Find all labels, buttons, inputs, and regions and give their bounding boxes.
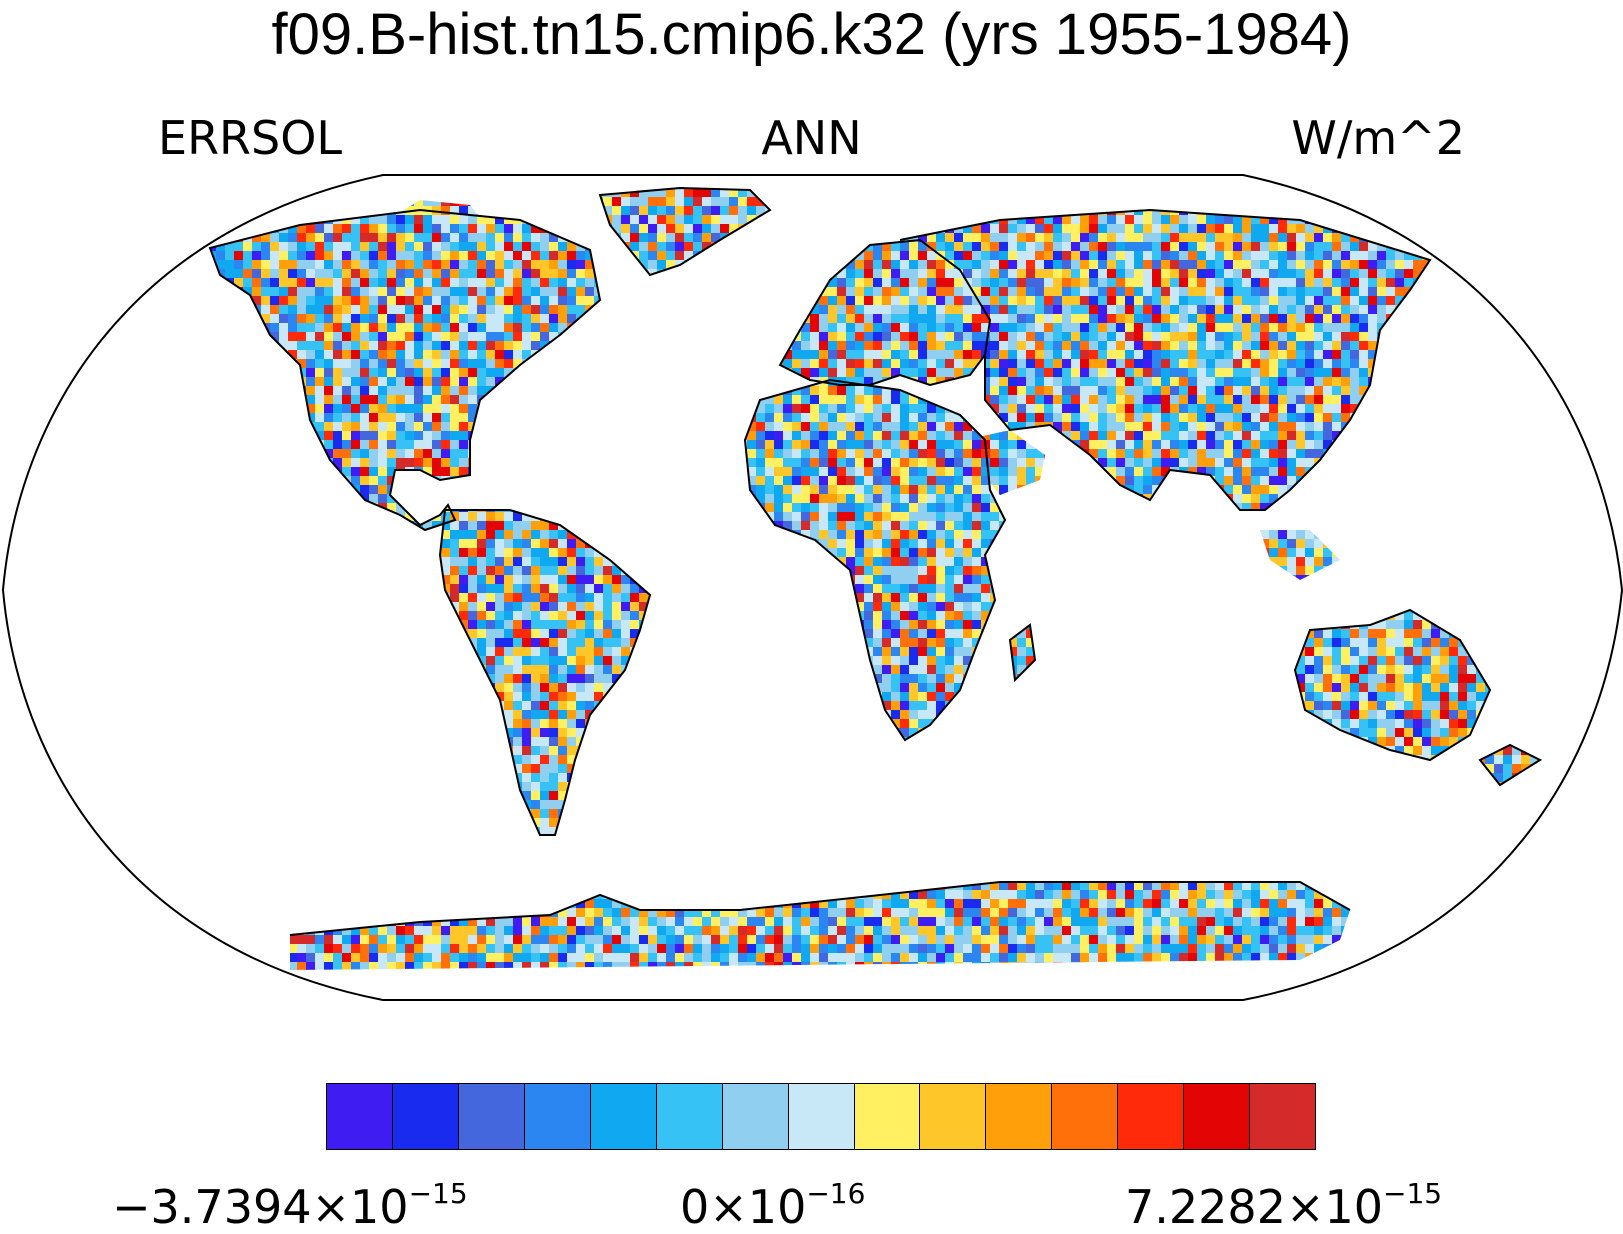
errsol-field	[210, 188, 1540, 970]
units-label: W/m^2	[1291, 111, 1465, 165]
colorbar-segment	[590, 1084, 657, 1149]
coastlines	[208, 186, 1543, 936]
colorbar-segment	[920, 1084, 987, 1149]
variable-label: ERRSOL	[158, 111, 343, 165]
plot-title: f09.B-hist.tn15.cmip6.k32 (yrs 1955-1984…	[271, 2, 1352, 67]
colorbar-segment	[524, 1084, 591, 1149]
colorbar-segment	[1250, 1084, 1316, 1149]
colorbar-segment	[788, 1084, 855, 1149]
colorbar-label-min: −3.7394×10−15	[112, 1177, 468, 1234]
colorbar-segment	[392, 1084, 459, 1149]
colorbar-segment	[1118, 1084, 1185, 1149]
colorbar-segment	[327, 1084, 393, 1149]
colorbar-label-mid: 0×10−16	[680, 1177, 866, 1234]
colorbar-segment	[986, 1084, 1053, 1149]
colorbar	[326, 1083, 1316, 1150]
colorbar-label-max: 7.2282×10−15	[1125, 1177, 1443, 1234]
colorbar-segment	[854, 1084, 921, 1149]
season-label: ANN	[761, 111, 862, 165]
globe-outline	[1, 174, 1623, 1001]
colorbar-segment	[656, 1084, 723, 1149]
colorbar-segment	[722, 1084, 789, 1149]
colorbar-segment	[458, 1084, 525, 1149]
colorbar-segment	[1052, 1084, 1119, 1149]
colorbar-segment	[1184, 1084, 1251, 1149]
world-map	[1, 174, 1623, 1001]
